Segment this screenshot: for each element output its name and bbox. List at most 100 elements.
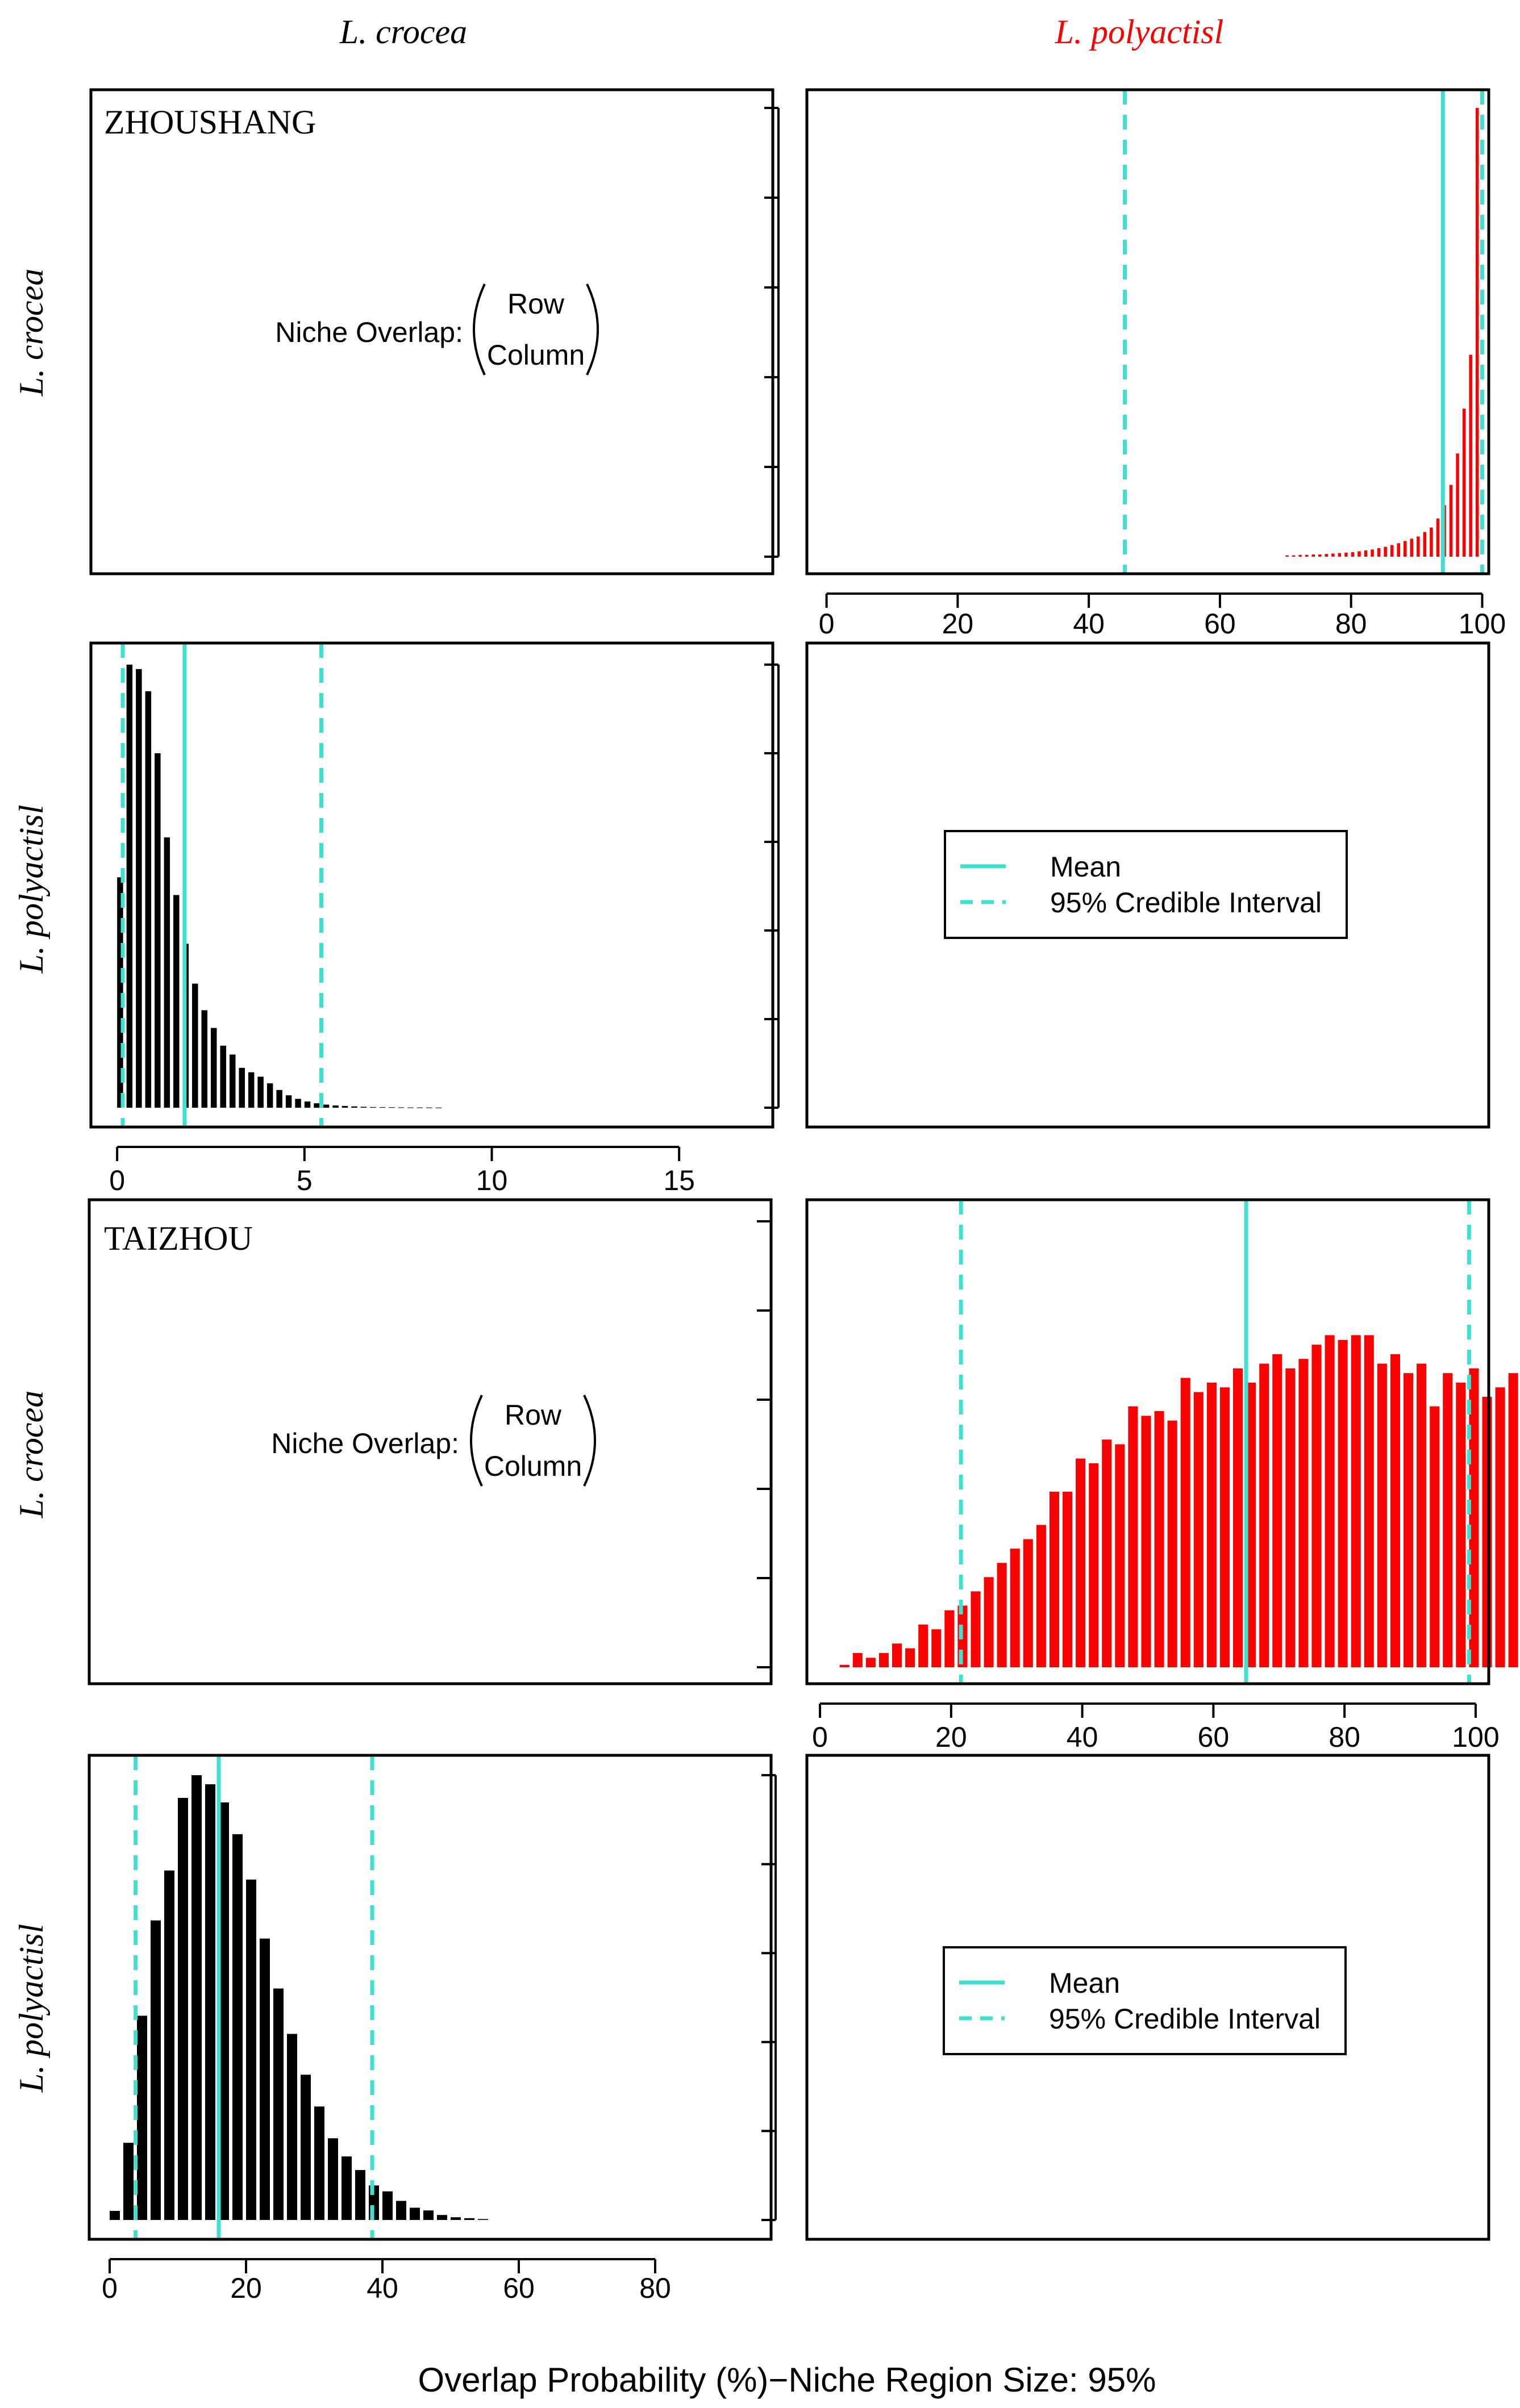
zhoushang-legend-panel (805, 641, 1490, 1129)
zhoushang-polyactisl-bar (155, 753, 161, 1108)
taizhou-crocea-x-tick-label: 60 (1198, 1721, 1230, 1753)
taizhou-crocea-bar (1063, 1492, 1073, 1667)
zhoushang-polyactisl-bar (145, 691, 152, 1108)
taizhou-crocea-bar (892, 1643, 902, 1667)
taizhou-crocea-bar (1036, 1525, 1046, 1667)
zhoushang-polyactisl-bar (351, 1106, 357, 1108)
zhoushang-polyactisl-x-tick-label: 15 (663, 1165, 695, 1196)
taizhou-crocea-bar (1404, 1373, 1414, 1667)
zhoushang-crocea-bar (1456, 453, 1459, 557)
zhoushang-crocea-bar (1305, 554, 1309, 557)
row-label-3: L. crocea (13, 1391, 50, 1518)
taizhou-polyactisl-bar (205, 1784, 215, 2220)
taizhou-polyactisl-bar (464, 2218, 474, 2220)
zhoushang-polyactisl-bar (136, 669, 142, 1108)
zhoushang-left-paren (473, 283, 486, 375)
taizhou-column-word: Column (484, 1450, 582, 1482)
zhoushang-crocea-bar (1423, 532, 1427, 557)
zhoushang-crocea-bar (1417, 536, 1420, 557)
zhoushang-polyactisl-bar (332, 1105, 339, 1108)
taizhou-polyactisl-x-tick-label: 0 (102, 2272, 118, 2304)
zhoushang-crocea-x-tick-label: 40 (1073, 608, 1105, 640)
zhoushang-crocea-bar (1449, 485, 1453, 557)
zhoushang-legend: Mean 95% Credible Interval (944, 830, 1348, 939)
zhoushang-polyactisl-x-tick-label: 0 (109, 1165, 125, 1196)
taizhou-polyactisl-bar (151, 1920, 161, 2220)
zhoushang-polyactisl-bar (276, 1090, 282, 1108)
zhoushang-polyactisl-bar (192, 983, 198, 1108)
zhoushang-polyactisl-bar (210, 1028, 217, 1108)
taizhou-crocea-bar (852, 1652, 863, 1667)
taizhou-crocea-bar (1351, 1335, 1361, 1667)
taizhou-crocea-bar (1298, 1359, 1309, 1667)
zhoushang-polyactisl-bar (342, 1105, 348, 1108)
taizhou-crocea-bar (971, 1591, 981, 1667)
zhoushang-crocea-bar (1311, 554, 1315, 557)
taizhou-polyactisl-x-tick-label: 20 (230, 2272, 262, 2304)
zhoushang-row-word: Row (507, 288, 565, 320)
taizhou-crocea-bar (1508, 1373, 1518, 1667)
taizhou-crocea-bar (1311, 1345, 1322, 1667)
zhoushang-niche-overlap-label: Niche Overlap: (275, 316, 463, 348)
taizhou-left-paren (470, 1395, 483, 1487)
zhoushang-crocea-bar (1397, 543, 1400, 557)
taizhou-crocea-bar (1010, 1549, 1020, 1667)
taizhou-crocea-x-tick-label: 100 (1452, 1721, 1499, 1753)
taizhou-polyactisl-bar (423, 2210, 434, 2220)
taizhou-crocea-bar (1456, 1382, 1466, 1667)
zhoushang-legend-box (944, 830, 1348, 939)
zhoushang-crocea-x-tick-label: 100 (1459, 608, 1506, 640)
zhoushang-crocea-x-tick-label: 0 (819, 608, 835, 640)
taizhou-chart-crocea-over-polyactisl: 0 20 40 60 80 100 (757, 1198, 1518, 1753)
zhoushang-crocea-bar (1344, 552, 1348, 557)
zhoushang-crocea-bar (1390, 545, 1394, 557)
zhoushang-polyactisl-bar (266, 1083, 273, 1108)
zhoushang-text-panel (89, 88, 774, 575)
taizhou-polyactisl-bar (219, 1802, 229, 2220)
taizhou-right-paren (583, 1395, 596, 1487)
zhoushang-legend-ci-label: 95% Credible Interval (1050, 887, 1322, 919)
x-axis-title: Overlap Probability (%)−Niche Region Siz… (418, 2361, 1156, 2399)
zhoushang-right-paren (586, 283, 599, 375)
zhoushang-crocea-bar (1430, 527, 1433, 557)
taizhou-crocea-bar (1206, 1382, 1217, 1667)
zhoushang-crocea-panel-frame (805, 88, 1490, 575)
taizhou-crocea-bar (1167, 1420, 1177, 1667)
zhoushang-region-label: ZHOUSHANG (104, 103, 316, 141)
zhoushang-polyactisl-bar (285, 1095, 292, 1108)
zhoushang-crocea-bar (1384, 546, 1387, 557)
taizhou-crocea-bar (1482, 1396, 1492, 1667)
zhoushang-polyactisl-bar (248, 1072, 255, 1108)
taizhou-polyactisl-x-tick-label: 40 (367, 2272, 398, 2304)
taizhou-crocea-bar (1443, 1373, 1453, 1667)
taizhou-crocea-bar (1049, 1492, 1059, 1667)
taizhou-polyactisl-bar (410, 2207, 420, 2220)
zhoushang-polyactisl-bar (164, 837, 170, 1108)
taizhou-polyactisl-bar (478, 2219, 488, 2220)
taizhou-legend-panel (805, 1754, 1490, 2241)
zhoushang-polyactisl-bar (379, 1107, 386, 1108)
taizhou-crocea-bar (984, 1577, 994, 1667)
taizhou-row-word: Row (505, 1399, 562, 1431)
zhoushang-crocea-bar (1338, 553, 1342, 557)
zhoushang-polyactisl-bar (370, 1107, 376, 1108)
zhoushang-crocea-bar (1364, 550, 1368, 557)
taizhou-crocea-bar (1154, 1411, 1164, 1667)
taizhou-legend: Mean 95% Credible Interval (943, 1946, 1347, 2055)
zhoushang-polyactisl-bar (360, 1107, 367, 1108)
taizhou-crocea-panel-frame (805, 1198, 1490, 1685)
taizhou-polyactisl-bar (232, 1834, 243, 2220)
zhoushang-legend-mean-label: Mean (1050, 851, 1121, 883)
taizhou-polyactisl-bar (191, 1775, 202, 2220)
taizhou-legend-box (943, 1946, 1347, 2055)
zhoushang-polyactisl-bar (389, 1107, 395, 1108)
taizhou-crocea-bar (839, 1664, 849, 1667)
taizhou-polyactisl-bar (110, 2211, 120, 2220)
taizhou-chart-polyactisl-over-crocea: 0 20 40 60 80 (88, 1754, 777, 2304)
taizhou-crocea-bar (1338, 1339, 1348, 1667)
row-label-2: L. polyactisl (13, 805, 50, 974)
zhoushang-polyactisl-bar (295, 1099, 301, 1108)
taizhou-polyactisl-bar (246, 1879, 256, 2220)
zhoushang-polyactisl-bar (201, 1010, 207, 1108)
